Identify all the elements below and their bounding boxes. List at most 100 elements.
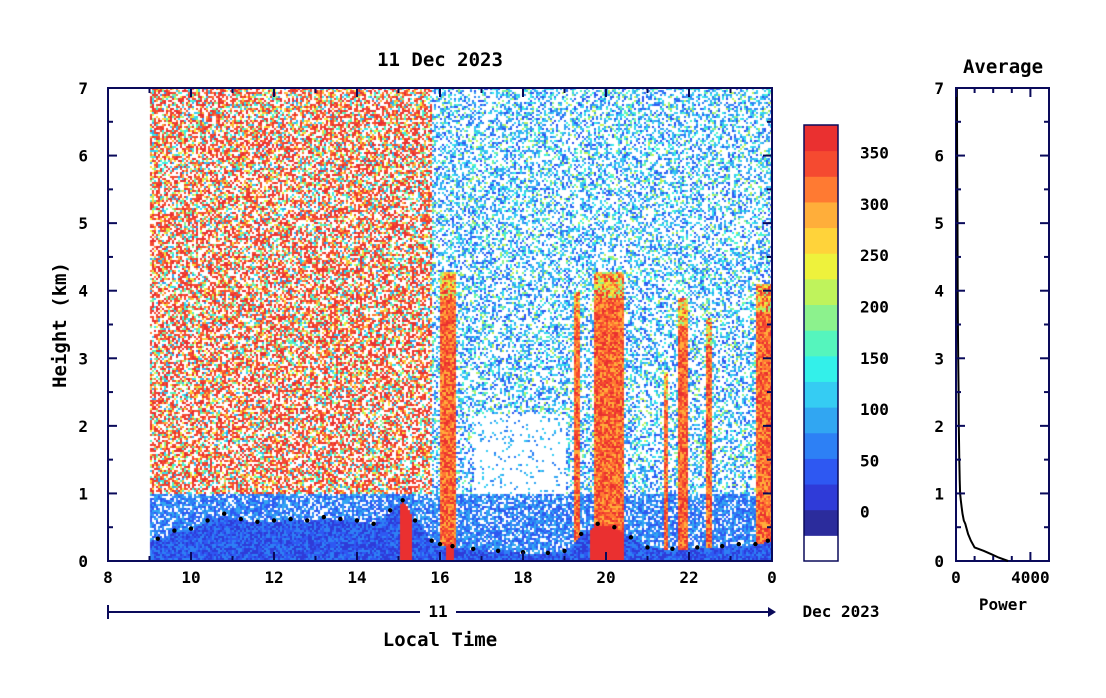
y-tick-label: 4: [78, 282, 88, 301]
y-tick-label: 1: [78, 484, 88, 503]
avg-y-tick-label: 3: [934, 349, 944, 368]
boundary-layer-point: [222, 511, 227, 516]
boundary-layer-point: [288, 516, 293, 522]
boundary-layer-point: [450, 543, 455, 549]
avg-y-tick-label: 6: [934, 147, 944, 166]
avg-y-tick-label: 2: [934, 417, 944, 436]
x-axis-label: Local Time: [383, 629, 497, 651]
colorbar-tick-label: 300: [860, 195, 889, 214]
boundary-layer-point: [172, 528, 177, 533]
boundary-layer-point: [720, 543, 725, 549]
x-tick-label: 10: [181, 568, 200, 587]
y-tick-label: 3: [78, 349, 88, 368]
x-tick-label: 16: [430, 568, 449, 587]
colorbar-tick-label: 50: [860, 451, 879, 470]
colorbar-swatch: [804, 509, 838, 536]
boundary-layer-point: [437, 541, 443, 547]
x-tick-label: 18: [513, 568, 532, 587]
boundary-layer-point: [155, 536, 160, 541]
avg-y-tick-label: 7: [934, 79, 944, 98]
boundary-layer-point: [578, 531, 584, 537]
colorbar: 0 50 100 150 200 250 300 350: [803, 124, 889, 562]
boundary-layer-point: [645, 545, 650, 550]
y-tick-label: 2: [78, 417, 88, 436]
average-plot-frame: [955, 87, 1050, 562]
main-chart-title: 11 Dec 2023: [377, 49, 503, 71]
boundary-layer-point: [562, 548, 567, 554]
colorbar-swatch: [804, 535, 838, 562]
heatmap-image: [108, 88, 772, 561]
x-tick-label: 12: [264, 568, 283, 587]
boundary-layer-point: [429, 538, 434, 543]
avg-y-tick-label: 5: [934, 214, 944, 233]
y-tick-label: 6: [78, 147, 88, 166]
boundary-layer-point: [188, 526, 194, 531]
boundary-layer-point: [321, 514, 326, 520]
boundary-layer-point: [695, 545, 700, 550]
boundary-layer-point: [545, 550, 551, 556]
boundary-layer-point: [670, 546, 675, 552]
colorbar-swatch: [804, 304, 838, 331]
average-axes: 0 1 2 3 4 5 6 7 0 4000: [934, 79, 1049, 587]
colorbar-swatch: [804, 458, 838, 485]
date-axis-arrow-icon: [768, 607, 776, 617]
colorbar-swatch: [804, 432, 838, 459]
colorbar-tick-label: 0: [860, 503, 870, 522]
boundary-layer-point: [388, 508, 393, 513]
x-tick-label: 8: [103, 568, 113, 587]
date-axis-day-label: 11: [428, 602, 447, 621]
colorbar-frame: [803, 124, 839, 562]
x-tick-label: 14: [347, 568, 366, 587]
boundary-layer-point: [371, 521, 376, 527]
y-tick-label: 5: [78, 214, 88, 233]
boundary-layer-point: [255, 519, 260, 525]
boundary-layer-points: [155, 497, 771, 556]
boundary-layer-point: [753, 541, 758, 547]
colorbar-swatch: [804, 125, 838, 152]
avg-x-tick-label: 0: [951, 568, 961, 587]
colorbar-tick-label: 150: [860, 349, 889, 368]
colorbar-swatch: [804, 176, 838, 203]
colorbar-swatch: [804, 150, 838, 177]
colorbar-swatch: [804, 253, 838, 280]
boundary-layer-point: [612, 525, 617, 530]
date-axis-month-label: Dec 2023: [802, 602, 879, 621]
colorbar-swatch: [804, 227, 838, 254]
colorbar-swatch: [804, 201, 838, 229]
x-tick-label: 0: [767, 568, 777, 587]
boundary-layer-point: [271, 518, 277, 523]
heatmap-layer: [108, 88, 772, 561]
boundary-layer-point: [736, 541, 741, 547]
date-axis: 11 Dec 2023: [107, 602, 880, 621]
colorbar-swatch: [804, 484, 838, 511]
x-tick-label: 22: [679, 568, 698, 587]
colorbar-tick-label: 250: [860, 246, 889, 265]
boundary-layer-point: [412, 518, 418, 523]
colorbar-tick-label: 100: [860, 400, 889, 419]
colorbar-swatch: [804, 278, 838, 306]
avg-y-tick-label: 4: [934, 282, 944, 301]
avg-y-tick-label: 1: [934, 484, 944, 503]
colorbar-swatch: [804, 407, 838, 434]
boundary-layer-point: [354, 518, 360, 523]
boundary-layer-point: [400, 497, 405, 503]
boundary-layer-point: [471, 546, 476, 552]
colorbar-tick-label: 350: [860, 144, 889, 163]
boundary-layer-point: [205, 518, 210, 523]
avg-x-tick-label: 4000: [1011, 568, 1050, 587]
boundary-layer-point: [765, 538, 771, 543]
y-axis-label: Height (km): [49, 262, 71, 388]
colorbar-swatch: [804, 330, 838, 357]
average-chart-title: Average: [963, 56, 1043, 78]
y-tick-label: 0: [78, 552, 88, 571]
x-tick-label: 20: [596, 568, 615, 587]
colorbar-swatch: [804, 355, 838, 382]
average-x-axis-label: Power: [979, 595, 1027, 614]
average-profile-line: [955, 87, 1009, 562]
avg-y-tick-label: 0: [934, 552, 944, 571]
boundary-layer-point: [305, 518, 310, 523]
colorbar-swatch: [804, 381, 838, 408]
y-tick-label: 7: [78, 79, 88, 98]
